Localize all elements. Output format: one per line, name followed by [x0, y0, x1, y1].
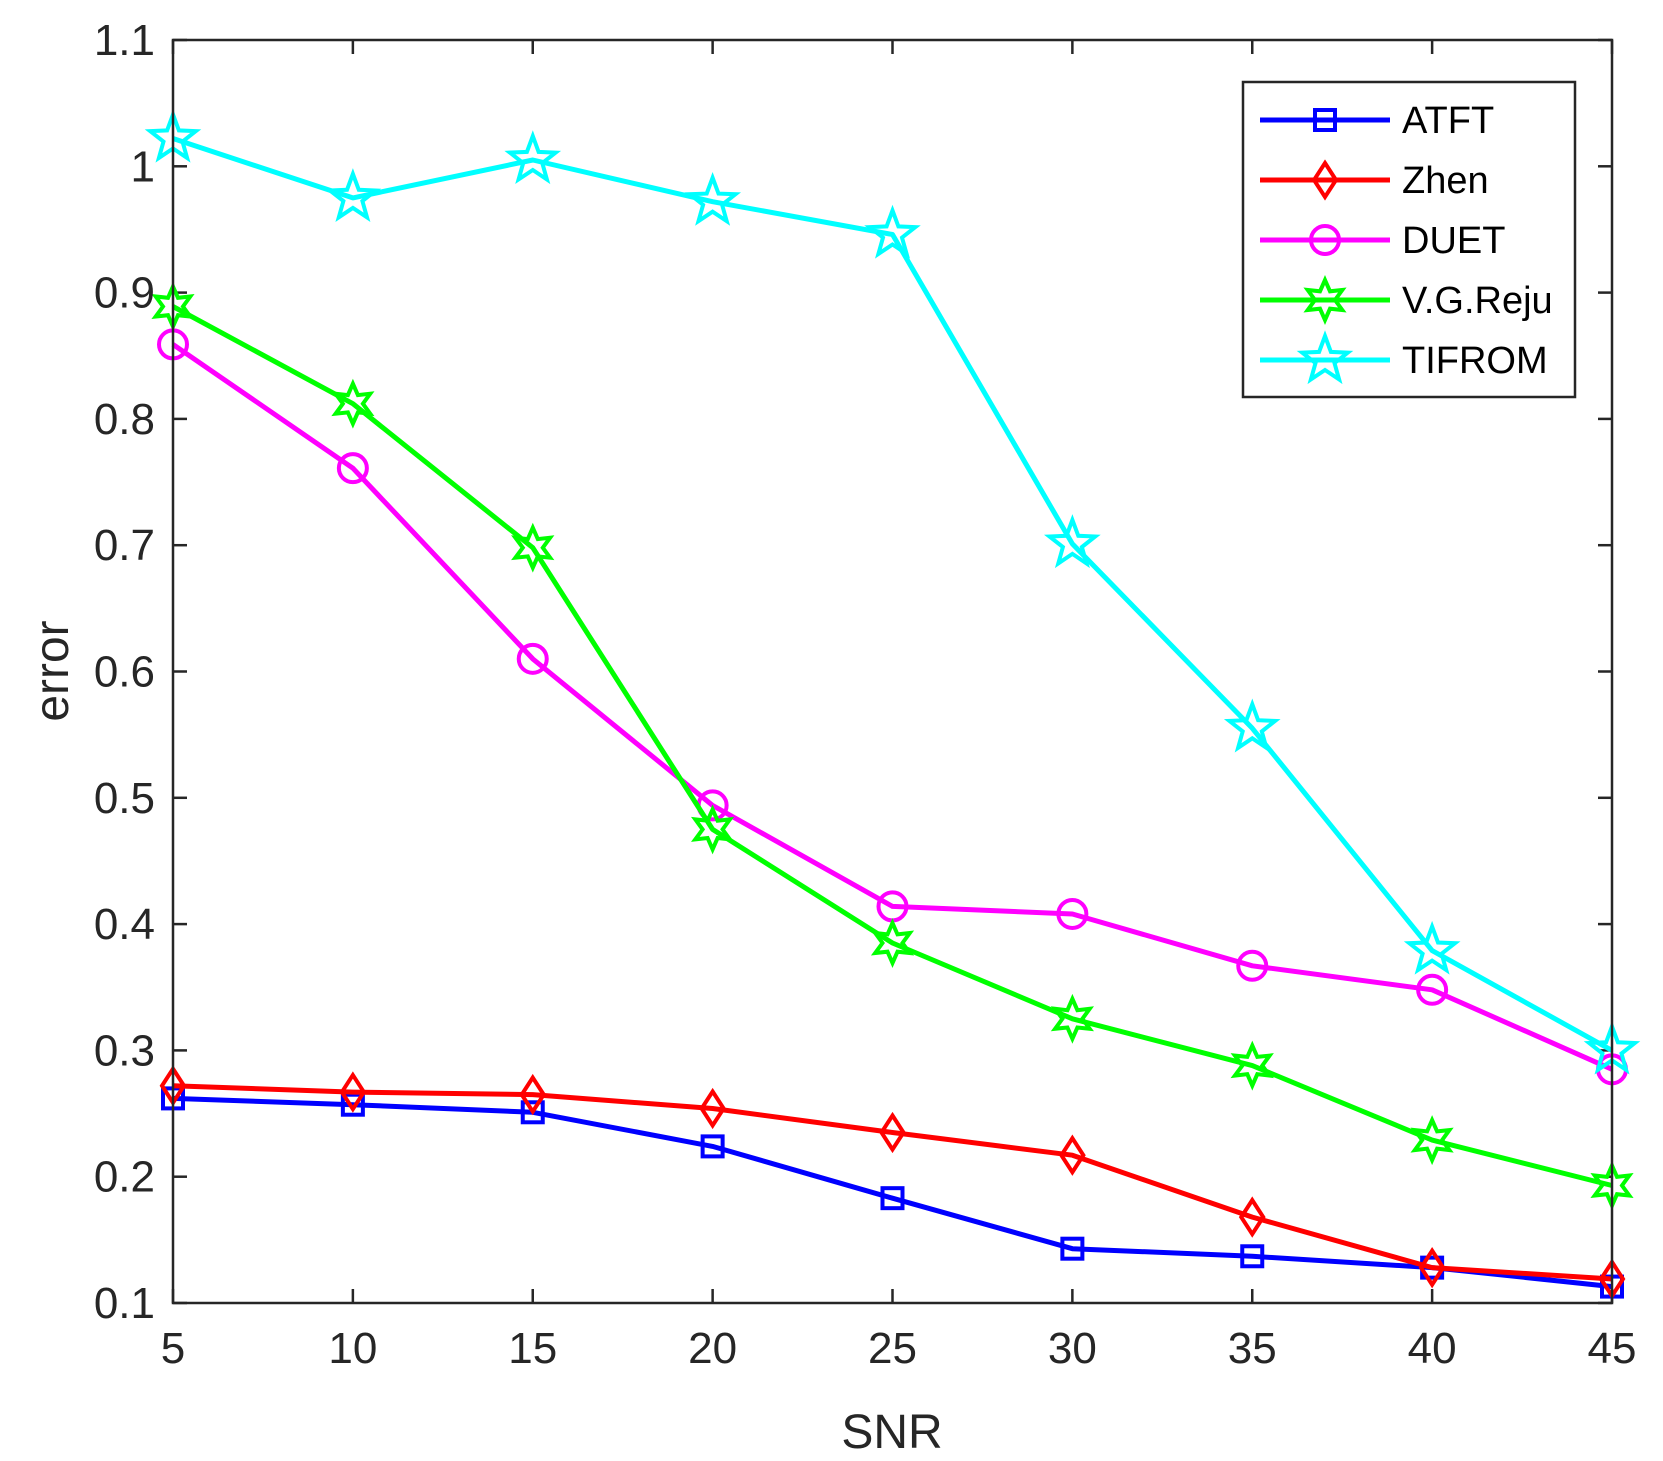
x-tick-label: 15	[508, 1324, 557, 1373]
x-tick-label: 10	[328, 1324, 377, 1373]
legend-label-v-g-reju: V.G.Reju	[1402, 280, 1553, 322]
data-point-tifrom	[1223, 698, 1281, 753]
y-tick-label: 0.9	[94, 269, 155, 318]
y-axis-title: error	[26, 620, 79, 721]
x-tick-label: 30	[1048, 1324, 1097, 1373]
data-point-zhen	[1058, 1134, 1086, 1176]
x-tick-label: 45	[1588, 1324, 1637, 1373]
series-line-tifrom	[172, 136, 1614, 1053]
data-point-duet	[336, 452, 369, 485]
data-point-v-g-reju	[1050, 993, 1095, 1044]
legend-item-tifrom: TIFROM	[1260, 330, 1548, 385]
legend-item-zhen: Zhen	[1260, 159, 1489, 202]
y-tick-label: 0.6	[94, 648, 155, 697]
data-point-tifrom	[504, 130, 562, 185]
data-point-atft	[1060, 1236, 1085, 1261]
y-tick-label: 0.7	[94, 521, 155, 570]
data-point-duet	[516, 642, 549, 675]
series-zhen	[159, 1065, 1626, 1300]
series-line-duet	[171, 342, 1614, 1072]
data-point-zhen	[519, 1073, 547, 1116]
data-point-atft	[1240, 1244, 1265, 1269]
x-tick-label: 5	[161, 1324, 185, 1373]
x-tick-label: 40	[1408, 1324, 1457, 1373]
data-point-zhen	[879, 1111, 906, 1154]
data-point-tifrom	[864, 204, 921, 259]
legend-item-duet: DUET	[1260, 220, 1505, 262]
legend-item-atft: ATFT	[1260, 100, 1494, 142]
y-tick-label: 0.3	[94, 1026, 155, 1075]
series-line-v-g-reju	[171, 304, 1613, 1188]
series-v-g-reju	[151, 281, 1634, 1211]
x-tick-label: 25	[868, 1324, 917, 1373]
data-point-v-g-reju	[870, 918, 915, 968]
y-tick-label: 0.2	[94, 1153, 155, 1202]
data-point-tifrom	[324, 168, 382, 222]
y-tick-label: 0.5	[94, 774, 155, 823]
y-tick-label: 0.1	[94, 1279, 155, 1328]
data-point-atft	[700, 1134, 725, 1159]
y-tick-label: 0.4	[94, 900, 155, 949]
data-point-atft	[880, 1186, 905, 1211]
legend-item-v-g-reju: V.G.Reju	[1260, 275, 1553, 325]
legend-label-zhen: Zhen	[1402, 160, 1489, 202]
legend-marker-tifrom	[1296, 330, 1354, 385]
legend-label-duet: DUET	[1402, 220, 1505, 262]
legend-label-atft: ATFT	[1402, 100, 1494, 142]
data-point-atft	[520, 1100, 545, 1125]
data-point-v-g-reju	[1410, 1115, 1454, 1166]
plot-frame	[171, 38, 1614, 1305]
legend-marker-duet	[1309, 224, 1341, 256]
x-axis-title: SNR	[841, 1406, 942, 1459]
legend-marker-zhen	[1311, 159, 1339, 201]
series-tifrom	[144, 108, 1641, 1075]
data-point-v-g-reju	[511, 522, 555, 573]
data-point-v-g-reju	[331, 378, 375, 429]
data-point-zhen	[699, 1087, 727, 1130]
y-tick-label: 1.1	[94, 16, 155, 65]
series-line-atft	[172, 1095, 1613, 1290]
data-point-zhen	[339, 1071, 367, 1113]
data-point-duet	[1236, 949, 1269, 982]
legend-marker-v-g-reju	[1303, 275, 1347, 325]
data-point-tifrom	[684, 171, 742, 226]
data-point-tifrom	[1403, 920, 1461, 975]
data-point-zhen	[1238, 1196, 1266, 1238]
legend-label-tifrom: TIFROM	[1402, 340, 1548, 382]
data-point-v-g-reju	[690, 804, 735, 855]
legend: ATFT Zhen DUET V.G.Reju TIFROM	[1241, 80, 1577, 399]
data-point-duet	[1056, 897, 1089, 930]
legend-marker-atft	[1313, 108, 1337, 132]
series-line-zhen	[172, 1083, 1613, 1282]
y-tick-label: 1	[131, 142, 155, 191]
data-point-tifrom	[1043, 514, 1101, 569]
data-point-v-g-reju	[1230, 1040, 1274, 1091]
data-point-zhen	[1418, 1246, 1446, 1289]
data-point-atft	[340, 1092, 365, 1117]
data-point-duet	[1416, 973, 1449, 1006]
y-tick-label: 0.8	[94, 395, 155, 444]
x-tick-label: 35	[1228, 1324, 1277, 1373]
x-tick-label: 20	[688, 1324, 737, 1373]
